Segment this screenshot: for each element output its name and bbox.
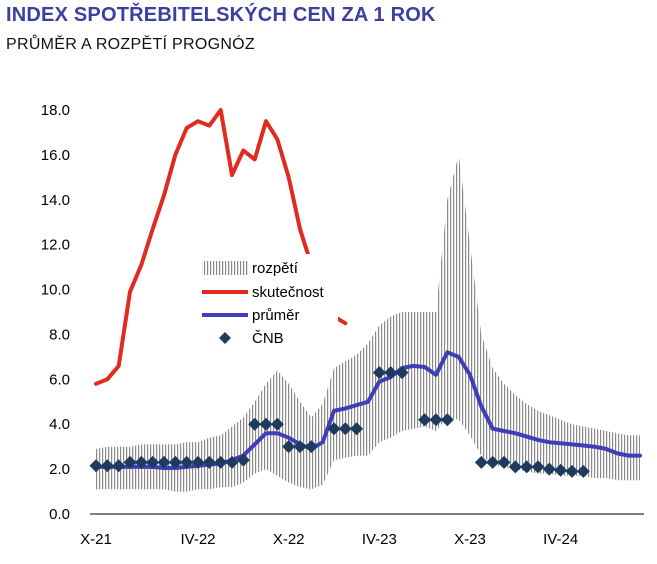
x-tick-label: IV-22: [180, 531, 215, 548]
cnb-point: [236, 453, 250, 467]
cnb-point: [520, 460, 534, 474]
cnb-point: [531, 460, 545, 474]
cnb-point: [146, 455, 160, 469]
cnb-point: [180, 455, 194, 469]
cnb-point: [542, 462, 556, 476]
cnb-point: [565, 464, 579, 478]
y-tick-label: 12.0: [41, 237, 70, 254]
cnb-point: [168, 455, 182, 469]
y-tick-label: 14.0: [41, 192, 70, 209]
cnb-point: [372, 366, 386, 380]
x-tick-label: X-23: [454, 531, 486, 548]
cnb-point: [508, 460, 522, 474]
cnb-point: [123, 455, 137, 469]
cnb-point: [474, 455, 488, 469]
y-tick-label: 10.0: [41, 282, 70, 299]
cnb-point: [304, 440, 318, 454]
legend: rozpětí skutečnost průměr ČNB: [194, 254, 338, 350]
cnb-point: [134, 455, 148, 469]
cnb-point: [554, 463, 568, 477]
chart-subtitle: PRŮMĚR A ROZPĚTÍ PROGNÓZ: [6, 36, 256, 53]
cnb-point: [248, 417, 262, 431]
cnb-point: [89, 459, 103, 473]
legend-swatch-range: [202, 261, 248, 275]
cnb-point: [214, 455, 228, 469]
cnb-point: [157, 455, 171, 469]
y-tick-label: 18.0: [41, 102, 70, 119]
range-band: [96, 154, 640, 492]
cnb-point: [429, 413, 443, 427]
cnb-point: [486, 455, 500, 469]
legend-label-cnb: ČNB: [252, 330, 284, 347]
y-tick-labels: 0.0 2.0 4.0 6.0 8.0 10.0 12.0 14.0 16.0 18.0: [41, 102, 70, 523]
y-tick-label: 2.0: [49, 461, 70, 478]
cnb-point: [191, 455, 205, 469]
cnb-point: [440, 413, 454, 427]
x-tick-label: X-21: [80, 531, 112, 548]
cnb-point: [100, 459, 114, 473]
cnb-point: [270, 417, 284, 431]
cnb-point: [225, 455, 239, 469]
y-tick-label: 16.0: [41, 147, 70, 164]
cnb-point: [350, 422, 364, 436]
cnb-point: [418, 413, 432, 427]
cnb-point: [327, 422, 341, 436]
y-tick-label: 6.0: [49, 371, 70, 388]
cnb-point: [338, 422, 352, 436]
cnb-point: [384, 366, 398, 380]
cnb-point: [202, 455, 216, 469]
actual-line: [94, 108, 348, 386]
cnb-point: [282, 440, 296, 454]
x-tick-label: IV-24: [543, 531, 578, 548]
x-tick-labels: X-21 IV-22 X-22 IV-23 X-23 IV-24: [80, 531, 578, 548]
cnb-series-layer: [89, 366, 590, 478]
legend-label-range: rozpětí: [252, 260, 299, 277]
actual-series-layer: [94, 108, 348, 386]
range-band-layer: [96, 154, 640, 492]
cnb-point: [293, 440, 307, 454]
y-tick-label: 4.0: [49, 416, 70, 433]
cnb-point: [112, 459, 126, 473]
y-tick-label: 8.0: [49, 326, 70, 343]
cnb-point: [259, 417, 273, 431]
cnb-point: [395, 366, 409, 380]
legend-label-average: průměr: [252, 307, 300, 324]
y-tick-label: 0.0: [49, 506, 70, 523]
x-tick-label: IV-23: [362, 531, 397, 548]
legend-swatch-cnb: [219, 332, 231, 344]
cnb-point: [497, 455, 511, 469]
chart-title: INDEX SPOTŘEBITELSKÝCH CEN ZA 1 ROK: [6, 4, 436, 26]
legend-label-actual: skutečnost: [252, 284, 325, 301]
cnb-point: [576, 464, 590, 478]
x-tick-label: X-22: [273, 531, 305, 548]
